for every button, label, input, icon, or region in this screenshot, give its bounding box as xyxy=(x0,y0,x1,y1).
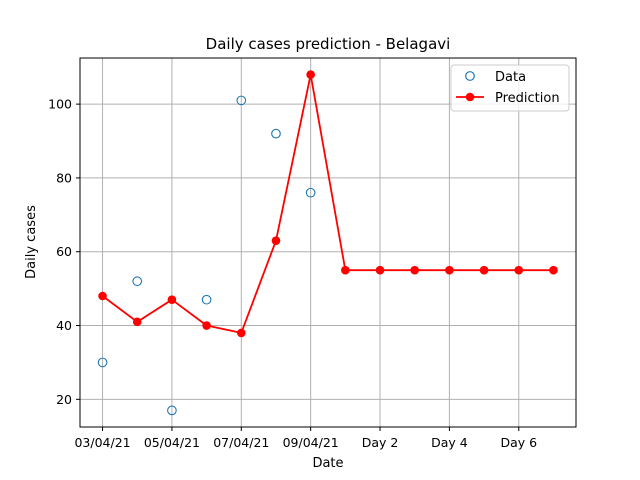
data-point xyxy=(305,187,316,198)
legend-prediction-label: Prediction xyxy=(495,91,560,106)
y-tick-label: 20 xyxy=(56,392,72,407)
prediction-point xyxy=(549,265,558,275)
legend-data-marker xyxy=(465,71,475,81)
prediction-point xyxy=(271,236,281,245)
x-tick-label: Day 2 xyxy=(362,435,399,450)
prediction-point xyxy=(514,265,524,275)
y-tick-label: 40 xyxy=(56,318,72,333)
legend-data-label: Data xyxy=(495,70,526,85)
legend-prediction-marker xyxy=(465,92,475,102)
data-point xyxy=(201,294,212,305)
y-tick-label: 80 xyxy=(56,170,72,185)
data-point xyxy=(236,95,247,106)
series-data xyxy=(97,95,316,416)
prediction-point xyxy=(236,328,246,338)
series-prediction xyxy=(98,70,558,338)
x-tick-label: 07/04/21 xyxy=(213,435,269,450)
data-point xyxy=(271,128,281,139)
x-axis-label: Date xyxy=(312,456,343,471)
prediction-point xyxy=(167,295,177,304)
prediction-point xyxy=(132,317,142,327)
prediction-point xyxy=(202,321,211,330)
prediction-point xyxy=(445,265,454,275)
prediction-point xyxy=(375,265,385,275)
grid xyxy=(80,58,576,427)
y-axis-label: Daily cases xyxy=(24,205,39,279)
prediction-point xyxy=(479,265,489,275)
data-point xyxy=(132,276,143,287)
y-tick-label: 100 xyxy=(48,97,72,112)
prediction-point xyxy=(341,265,350,275)
x-tick-label: 09/04/21 xyxy=(283,435,339,450)
x-tick-label: Day 6 xyxy=(500,435,537,450)
x-axis: 03/04/21 05/04/21 07/04/21 09/04/21 Day 2 Day… xyxy=(74,427,537,450)
x-tick-label: Day 4 xyxy=(431,435,468,450)
y-tick-label: 60 xyxy=(56,244,72,259)
y-axis: 20 40 60 80 100 xyxy=(48,97,80,407)
data-point xyxy=(97,357,108,368)
prediction-line xyxy=(102,73,554,334)
prediction-point xyxy=(306,70,315,79)
prediction-point xyxy=(98,291,107,301)
prediction-point xyxy=(410,265,420,275)
legend: Data Prediction xyxy=(450,64,570,112)
x-tick-label: 05/04/21 xyxy=(144,435,200,450)
chart-title: Daily cases prediction - Belagavi xyxy=(206,35,451,53)
plot-frame xyxy=(79,57,577,428)
legend-box xyxy=(450,64,570,112)
data-point xyxy=(167,405,177,416)
x-tick-label: 03/04/21 xyxy=(74,435,130,450)
series-layer xyxy=(97,70,558,416)
